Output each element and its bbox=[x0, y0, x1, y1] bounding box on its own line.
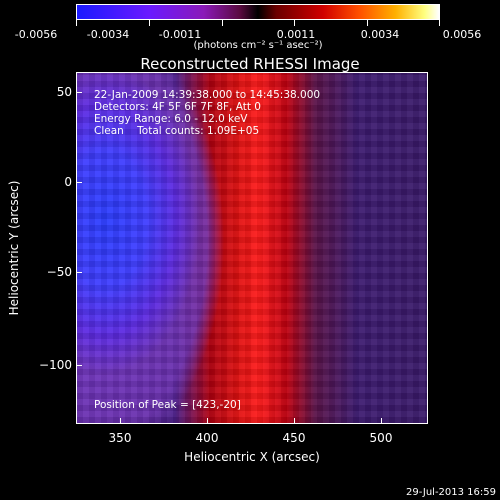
x-axis-title: Heliocentric X (arcsec) bbox=[184, 450, 320, 464]
colorbar-tick bbox=[367, 20, 368, 26]
peak-position-text: Position of Peak = [423,-20] bbox=[94, 399, 241, 411]
colorbar bbox=[76, 4, 440, 20]
x-tick-label: 400 bbox=[195, 431, 219, 445]
image-texture bbox=[77, 73, 427, 423]
colorbar-units: (photons cm⁻² s⁻¹ asec⁻²) bbox=[193, 40, 323, 51]
y-tick-label: −50 bbox=[46, 265, 72, 279]
energy-range-text: Energy Range: 6.0 - 12.0 keV bbox=[94, 113, 248, 125]
x-tick bbox=[120, 418, 121, 424]
y-tick bbox=[76, 365, 82, 366]
colorbar-label: -0.0056 bbox=[14, 28, 58, 41]
x-tick-label: 500 bbox=[369, 431, 393, 445]
y-tick-label: 0 bbox=[64, 175, 72, 189]
x-tick bbox=[381, 418, 382, 424]
colorbar-label: -0.0011 bbox=[158, 28, 202, 41]
colorbar-tick bbox=[294, 20, 295, 26]
x-tick-label: 450 bbox=[282, 431, 306, 445]
colorbar-tick bbox=[76, 20, 77, 26]
y-tick bbox=[76, 272, 82, 273]
x-tick-label: 350 bbox=[108, 431, 132, 445]
colorbar-label: 0.0034 bbox=[360, 28, 400, 41]
colorbar-tick bbox=[439, 20, 440, 26]
colorbar-tick bbox=[222, 20, 223, 26]
y-tick-label: 50 bbox=[56, 85, 72, 99]
timestamp: 29-Jul-2013 16:59 bbox=[405, 487, 496, 498]
y-tick bbox=[76, 182, 82, 183]
y-tick bbox=[76, 92, 82, 93]
colorbar-label: 0.0011 bbox=[276, 28, 316, 41]
colorbar-tick bbox=[149, 20, 150, 26]
detectors-text: Detectors: 4F 5F 6F 7F 8F, Att 0 bbox=[94, 101, 261, 113]
rhessi-image: 22-Jan-2009 14:39:38.000 to 14:45:38.000… bbox=[76, 72, 428, 424]
clean-counts-text: Clean Total counts: 1.09E+05 bbox=[94, 125, 260, 137]
x-tick bbox=[294, 418, 295, 424]
colorbar-label: 0.0056 bbox=[442, 28, 482, 41]
x-tick bbox=[207, 418, 208, 424]
colorbar-label: -0.0034 bbox=[86, 28, 130, 41]
y-tick-label: −100 bbox=[39, 358, 72, 372]
y-axis-title: Heliocentric Y (arcsec) bbox=[7, 180, 21, 316]
time-range-text: 22-Jan-2009 14:39:38.000 to 14:45:38.000 bbox=[94, 89, 321, 101]
image-title: Reconstructed RHESSI Image bbox=[140, 55, 360, 73]
